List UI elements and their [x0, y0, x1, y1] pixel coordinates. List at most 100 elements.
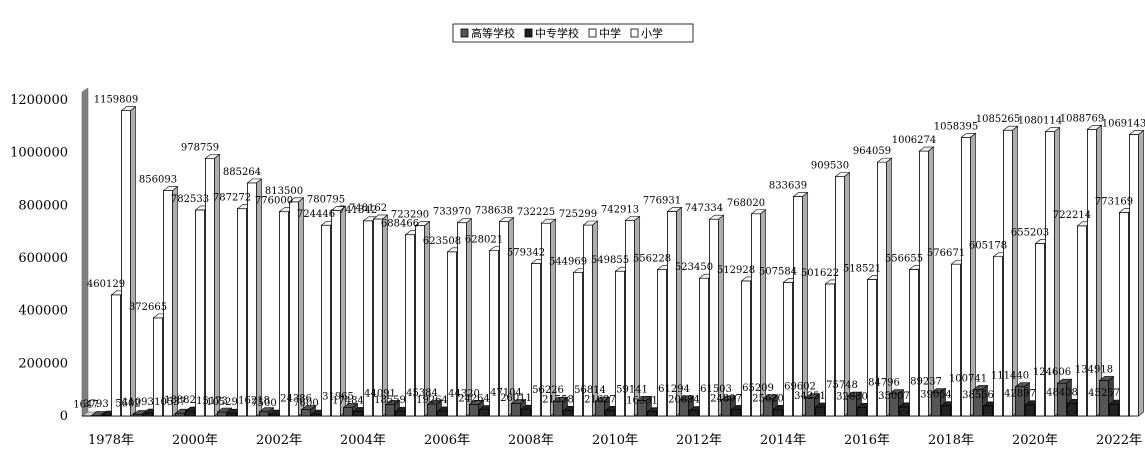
data-label: 24264	[458, 394, 490, 405]
data-label: 19264	[416, 395, 448, 406]
data-label: 1006274	[892, 135, 937, 146]
data-label: 65209	[742, 383, 774, 394]
bar-front	[395, 410, 405, 417]
bar-top	[552, 396, 569, 402]
bar-side	[424, 220, 430, 417]
data-label: 7600	[293, 398, 318, 409]
legend-label: 小学	[641, 26, 663, 40]
x-axis: 1978年 2000年 2002年 2004年 2006年 2008年 2010年 2012年…	[88, 433, 1142, 448]
bar-front	[741, 280, 751, 417]
legend-item: 中专学校	[524, 26, 579, 40]
bar-top	[918, 146, 935, 152]
y-tick-label: 1200000	[10, 93, 68, 108]
data-label: 45384	[406, 388, 438, 399]
data-label: 732225	[517, 207, 555, 218]
bar-front	[993, 256, 1003, 417]
bar	[1128, 129, 1145, 417]
bar-front	[689, 410, 699, 417]
data-label: 69602	[784, 382, 816, 393]
bar-top	[1086, 124, 1103, 130]
x-tick-label: 2004年	[340, 433, 386, 448]
data-label: 48408	[1046, 387, 1078, 398]
bar-side	[340, 205, 346, 417]
bar-front	[321, 224, 331, 417]
data-label: 725299	[559, 209, 597, 220]
legend: 高等学校 中专学校 中学 小学	[452, 23, 694, 43]
bar-top	[120, 106, 137, 111]
bar-front	[909, 269, 919, 417]
data-label: 768020	[727, 198, 765, 209]
data-label: 460129	[87, 279, 125, 290]
data-label: 61294	[658, 384, 690, 395]
bar-top	[1014, 382, 1031, 387]
data-label: 21558	[542, 394, 574, 405]
legend-swatch	[588, 28, 597, 38]
x-tick-label: 2012年	[676, 433, 722, 448]
data-label: 885264	[223, 167, 261, 178]
data-label: 44091	[364, 388, 396, 399]
bar-top	[1098, 376, 1115, 381]
bar-front	[941, 405, 951, 417]
data-label: 1085265	[976, 114, 1021, 125]
bar-front	[175, 412, 185, 417]
data-label: 18559	[374, 395, 406, 406]
data-label: 18882	[164, 395, 196, 406]
data-label: 512928	[717, 265, 755, 276]
x-tick-label: 2002年	[256, 433, 302, 448]
bar-top	[792, 192, 809, 197]
bar-front	[867, 279, 877, 417]
bar-top	[372, 214, 389, 220]
data-label: 722214	[1053, 210, 1091, 221]
bar-top	[468, 400, 485, 405]
bar-side	[382, 214, 388, 417]
data-label: 579342	[507, 247, 545, 258]
data-label: 723290	[391, 210, 429, 221]
bar	[792, 191, 809, 417]
data-label: 25620	[752, 393, 784, 404]
y-axis-wall	[81, 87, 89, 417]
bar-top	[288, 197, 305, 203]
bar-front	[825, 283, 835, 417]
data-label: 1069143	[1102, 118, 1145, 129]
bar-top	[708, 214, 725, 220]
x-tick-label: 2010年	[592, 433, 638, 448]
bar-top	[720, 395, 737, 401]
data-label: 738638	[475, 205, 513, 216]
data-label: 1647	[73, 400, 98, 411]
data-label: 39054	[920, 390, 952, 401]
bar-top	[762, 394, 779, 400]
bar	[456, 218, 473, 417]
data-label: 1159809	[94, 95, 139, 106]
x-tick-label: 2008年	[508, 433, 554, 448]
bar-top	[834, 172, 851, 177]
bar-front	[951, 263, 961, 417]
bar-top	[384, 400, 401, 405]
bar	[204, 153, 221, 417]
data-label: 24386	[280, 394, 312, 405]
bar	[624, 215, 641, 417]
bar-front	[1025, 404, 1035, 417]
bar-front	[731, 409, 741, 417]
data-label: 47104	[490, 388, 522, 399]
data-label: 501622	[801, 268, 839, 279]
bar-top	[666, 207, 683, 212]
bar-front	[143, 412, 153, 417]
bar-front	[899, 406, 909, 417]
legend-swatch	[460, 28, 469, 38]
legend-item: 中学	[588, 26, 621, 40]
data-label: 909530	[811, 160, 849, 171]
data-label: 655203	[1011, 227, 1049, 238]
data-label: 688466	[381, 219, 419, 230]
bar-top	[846, 391, 863, 397]
bar-front	[217, 411, 227, 417]
y-tick-label: 1000000	[10, 146, 68, 161]
bar-front	[185, 410, 195, 417]
bar-front	[363, 220, 373, 417]
data-label: 549855	[591, 255, 629, 266]
x-tick-label: 2000年	[172, 433, 218, 448]
data-label: 776931	[643, 195, 681, 206]
bar-top	[1044, 127, 1061, 132]
data-label: 780795	[307, 194, 345, 205]
data-label: 124606	[1033, 367, 1071, 378]
bar-top	[330, 206, 347, 211]
